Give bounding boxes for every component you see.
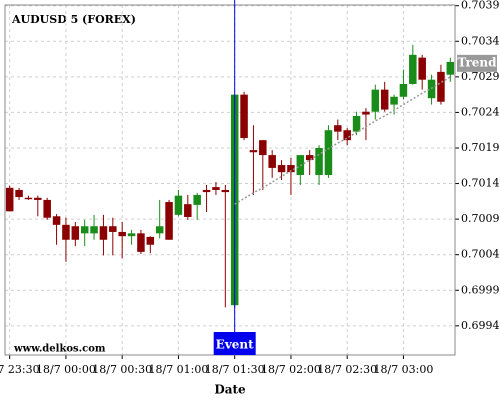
x-tick-label: 18/7 01:00 (148, 363, 208, 376)
candle-body (409, 54, 417, 84)
candle-body (24, 197, 33, 200)
candle-body (315, 147, 323, 176)
candle-body (371, 89, 380, 112)
candle-body (390, 96, 398, 105)
candle-body (127, 233, 136, 237)
candle-body (240, 94, 248, 139)
x-tick-label: 18/7 00:00 (36, 363, 96, 376)
event-label: Event (216, 338, 254, 352)
candle-body (5, 187, 14, 212)
candle-body (249, 150, 258, 153)
x-tick-label: 18/7 23:30 (0, 363, 40, 376)
event-box (213, 332, 256, 355)
candle-body (184, 204, 192, 217)
y-tick-label: 0.7039 (461, 0, 500, 12)
x-tick-label: 18/7 00:30 (92, 363, 152, 376)
y-tick-label: 0.6999 (461, 283, 500, 296)
chart-title: AUDUSD 5 (FOREX) (11, 13, 136, 26)
candle-body (15, 189, 23, 198)
candle-body (380, 89, 389, 110)
candle-body (34, 197, 42, 200)
candle-body (343, 130, 351, 141)
x-tick-label: 18/7 01:30 (205, 363, 265, 376)
y-tick-label: 0.7014 (461, 177, 500, 190)
candle-body (212, 187, 220, 190)
y-tick-label: 0.7034 (461, 34, 500, 47)
candle-body (287, 165, 295, 173)
trend-label: Trend (457, 55, 497, 69)
candle-body (334, 125, 342, 132)
candle-body (137, 233, 145, 252)
x-axis-label: Date (214, 383, 246, 397)
plot-frame (4, 4, 456, 356)
candle-body (71, 226, 80, 240)
candle-body (362, 111, 370, 115)
candle-body (277, 165, 286, 173)
candle-body (399, 83, 408, 97)
y-tick-label: 0.7009 (461, 212, 500, 225)
candle-body (52, 216, 61, 225)
x-tick-label: 18/7 03:00 (373, 363, 433, 376)
candle-body (146, 236, 155, 245)
candle-body (324, 130, 333, 176)
candle-body (268, 155, 276, 168)
candle-body (259, 140, 267, 156)
candle-body (418, 57, 426, 80)
candle-body (193, 194, 201, 205)
candle-body (118, 231, 126, 237)
trend-line (234, 76, 451, 205)
candle-body (446, 61, 455, 75)
candle-body (62, 224, 70, 240)
candle-body (109, 226, 117, 232)
trend-box (457, 54, 497, 72)
x-tick-label: 18/7 02:30 (317, 363, 377, 376)
candle-body (165, 202, 173, 240)
y-tick-label: 0.6994 (461, 319, 500, 332)
candle-body (99, 226, 108, 240)
candle-body (202, 189, 211, 193)
candle-body (80, 226, 89, 234)
candle-body (305, 155, 314, 161)
y-tick-label: 0.7029 (461, 70, 500, 83)
x-tick-label: 18/7 02:00 (261, 363, 321, 376)
candle-body (90, 226, 98, 234)
candle-body (43, 199, 51, 218)
y-tick-label: 0.7019 (461, 141, 500, 154)
candle-body (437, 71, 445, 102)
candle-body (174, 195, 183, 215)
watermark: www.delkos.com (13, 344, 106, 355)
candle-body (155, 226, 164, 234)
y-tick-label: 0.7024 (461, 105, 500, 118)
candle-body (352, 115, 361, 132)
y-tick-label: 0.7004 (461, 248, 500, 261)
candle-body (221, 189, 230, 193)
